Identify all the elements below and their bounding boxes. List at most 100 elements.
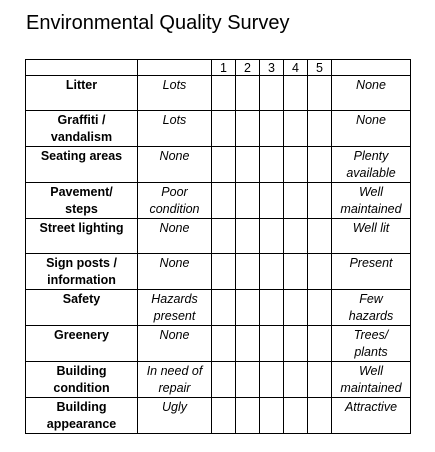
high-anchor: Well maintained <box>331 182 411 219</box>
rating-cell <box>283 146 308 183</box>
rating-cell <box>259 146 284 183</box>
low-anchor: None <box>137 253 212 290</box>
rating-cell <box>283 110 308 147</box>
low-anchor: In need of repair <box>137 361 212 398</box>
rating-cell <box>259 218 284 254</box>
item-label: Safety <box>25 289 138 326</box>
table-row: Safety Hazards present Few hazards <box>25 289 411 326</box>
scale-header: 3 <box>259 59 284 76</box>
rating-cell <box>283 325 308 362</box>
table-row: Street lighting None Well lit <box>25 218 411 254</box>
rating-cell <box>307 397 332 434</box>
rating-cell <box>235 289 260 326</box>
low-anchor: Poor condition <box>137 182 212 219</box>
low-anchor: Lots <box>137 75 212 111</box>
rating-cell <box>307 182 332 219</box>
low-anchor: Lots <box>137 110 212 147</box>
rating-cell <box>235 253 260 290</box>
rating-cell <box>235 75 260 111</box>
rating-cell <box>211 182 236 219</box>
table-row: Building appearance Ugly Attractive <box>25 397 411 434</box>
rating-cell <box>307 146 332 183</box>
table-row: Litter Lots None <box>25 75 411 111</box>
rating-cell <box>259 75 284 111</box>
blank-cell <box>25 59 138 76</box>
scale-header: 5 <box>307 59 332 76</box>
rating-cell <box>259 289 284 326</box>
rating-cell <box>283 361 308 398</box>
rating-cell <box>211 75 236 111</box>
rating-cell <box>211 253 236 290</box>
rating-cell <box>211 325 236 362</box>
table-row: Building condition In need of repair Well … <box>25 361 411 398</box>
title: Environmental Quality Survey <box>26 12 290 34</box>
survey-table: 1 2 3 4 5 Litter Lots None Graffiti / vandalism L… <box>25 59 411 434</box>
item-label: Building appearance <box>25 397 138 434</box>
rating-cell <box>211 146 236 183</box>
rating-cell <box>235 182 260 219</box>
table-row: Pavement/ steps Poor condition Well mainta… <box>25 182 411 219</box>
low-anchor: None <box>137 218 212 254</box>
low-anchor: Ugly <box>137 397 212 434</box>
item-label: Seating areas <box>25 146 138 183</box>
rating-cell <box>283 218 308 254</box>
item-label: Greenery <box>25 325 138 362</box>
rating-cell <box>307 325 332 362</box>
low-anchor: None <box>137 146 212 183</box>
rating-cell <box>235 397 260 434</box>
rating-cell <box>211 218 236 254</box>
rating-cell <box>283 75 308 111</box>
scale-header: 4 <box>283 59 308 76</box>
high-anchor: None <box>331 75 411 111</box>
scale-header: 2 <box>235 59 260 76</box>
low-anchor: Hazards present <box>137 289 212 326</box>
rating-cell <box>259 110 284 147</box>
rating-cell <box>235 325 260 362</box>
rating-cell <box>235 110 260 147</box>
item-label: Litter <box>25 75 138 111</box>
high-anchor: Well maintained <box>331 361 411 398</box>
rating-cell <box>283 253 308 290</box>
table-row: Greenery None Trees/ plants <box>25 325 411 362</box>
rating-cell <box>307 361 332 398</box>
rating-cell <box>235 146 260 183</box>
rating-cell <box>307 110 332 147</box>
rating-cell <box>211 289 236 326</box>
item-label: Sign posts / information <box>25 253 138 290</box>
high-anchor: Present <box>331 253 411 290</box>
table-row: Graffiti / vandalism Lots None <box>25 110 411 147</box>
rating-cell <box>235 218 260 254</box>
high-anchor: None <box>331 110 411 147</box>
rating-cell <box>283 289 308 326</box>
table-row: Sign posts / information None Present <box>25 253 411 290</box>
high-anchor: Attractive <box>331 397 411 434</box>
rating-cell <box>307 289 332 326</box>
rating-cell <box>283 397 308 434</box>
item-label: Pavement/ steps <box>25 182 138 219</box>
scale-header: 1 <box>211 59 236 76</box>
rating-cell <box>307 75 332 111</box>
item-label: Graffiti / vandalism <box>25 110 138 147</box>
high-anchor: Plenty available <box>331 146 411 183</box>
low-anchor: None <box>137 325 212 362</box>
rating-cell <box>259 361 284 398</box>
rating-cell <box>259 182 284 219</box>
blank-cell <box>137 59 212 76</box>
item-label: Building condition <box>25 361 138 398</box>
high-anchor: Trees/ plants <box>331 325 411 362</box>
table-row: Seating areas None Plenty available <box>25 146 411 183</box>
rating-cell <box>259 253 284 290</box>
high-anchor: Well lit <box>331 218 411 254</box>
rating-cell <box>211 110 236 147</box>
item-label: Street lighting <box>25 218 138 254</box>
rating-cell <box>235 361 260 398</box>
blank-cell <box>331 59 411 76</box>
rating-cell <box>211 361 236 398</box>
rating-cell <box>307 253 332 290</box>
rating-cell <box>259 397 284 434</box>
rating-cell <box>307 218 332 254</box>
rating-cell <box>211 397 236 434</box>
high-anchor: Few hazards <box>331 289 411 326</box>
